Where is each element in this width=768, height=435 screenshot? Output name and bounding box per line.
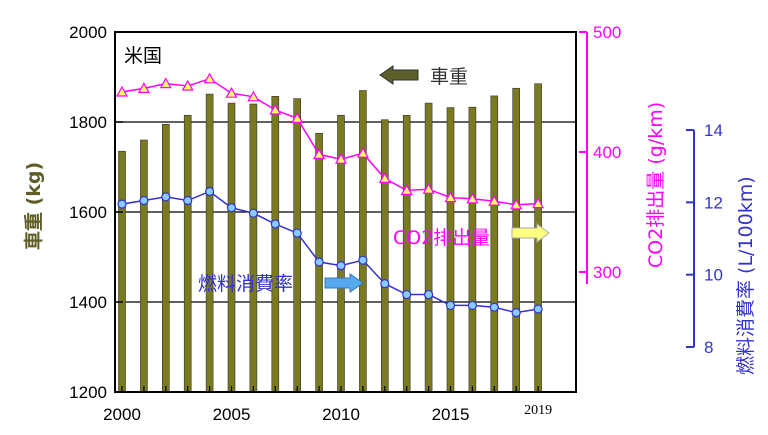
x-axis: 2000 2005 2010 2015 2019: [103, 386, 552, 424]
co2-point: [488, 194, 501, 206]
left-tick-label: 1600: [69, 203, 107, 222]
fuel-point: [183, 195, 193, 206]
fuel-tick-label: 10: [704, 266, 723, 285]
chart-title: 米国: [124, 45, 162, 67]
fuel-tick-label: 12: [704, 193, 723, 212]
co2-series: [115, 72, 545, 210]
co2-point: [291, 112, 304, 124]
weight-bar: [271, 96, 280, 393]
fuel-point: [292, 228, 302, 238]
fuel-tick-label: 8: [704, 338, 713, 357]
fuel-tick-label: 14: [704, 121, 723, 140]
fuel-point: [358, 255, 368, 265]
co2-point: [334, 152, 348, 164]
left-tick-label: 1400: [69, 293, 107, 312]
fuel-point: [226, 203, 237, 213]
co2-axis: 300 400 500: [579, 23, 621, 284]
grid-lines: [115, 121, 576, 303]
co2-annotation: CO2排出量: [393, 223, 550, 249]
co2-tick-label: 300: [593, 263, 621, 282]
co2-annotation-label: CO2排出量: [393, 227, 490, 249]
fuel-point: [445, 300, 456, 311]
co2-point: [466, 192, 479, 204]
x-tick-label: 2015: [432, 405, 470, 424]
weight-annotation-label: 車重: [430, 66, 468, 88]
x-tick-label: 2005: [213, 405, 251, 424]
co2-point: [181, 79, 194, 91]
fuel-point: [205, 186, 215, 197]
co2-axis-title: CO2排出量 (g/km): [645, 102, 667, 268]
fuel-point: [161, 192, 171, 202]
fuel-point: [117, 199, 127, 209]
co2-point: [378, 172, 391, 183]
co2-arrow-icon: [511, 223, 550, 243]
fuel-point: [467, 300, 477, 311]
weight-bar: [402, 114, 411, 393]
weight-bar: [205, 93, 214, 393]
left-axis-title: 車重 (kg): [22, 162, 45, 250]
weight-bar: [140, 139, 148, 393]
x-tick-label: 2019: [524, 403, 552, 418]
fuel-point: [248, 208, 258, 218]
weight-bar: [227, 102, 236, 393]
co2-point: [532, 197, 545, 209]
co2-point: [225, 86, 238, 98]
co2-point: [356, 146, 369, 158]
co2-point: [203, 72, 216, 84]
co2-point: [510, 198, 523, 210]
weight-bar: [380, 119, 389, 393]
weight-bar: [359, 90, 367, 393]
weight-bar: [183, 114, 192, 393]
fuel-point: [270, 219, 280, 229]
fuel-point: [402, 289, 412, 300]
x-tick-label: 2010: [322, 405, 360, 424]
fuel-point: [533, 304, 543, 314]
weight-bar: [490, 95, 499, 393]
co2-point: [115, 85, 129, 97]
co2-point: [313, 148, 326, 159]
weight-bar: [446, 107, 455, 393]
fuel-point: [336, 261, 346, 271]
x-tick-label: 2000: [103, 405, 141, 424]
left-tick-label: 1800: [69, 113, 107, 132]
co2-point: [247, 90, 260, 102]
fuel-point: [424, 289, 434, 300]
weight-annotation: 車重: [379, 65, 468, 88]
fuel-point: [380, 279, 390, 289]
weight-arrow-icon: [379, 65, 419, 85]
co2-line: [121, 77, 539, 206]
co2-point: [137, 82, 150, 94]
fuel-arrow-icon: [324, 273, 364, 293]
fuel-series: [117, 186, 543, 318]
left-tick-label: 2000: [69, 23, 107, 42]
weight-bar: [118, 150, 126, 393]
co2-point: [269, 103, 282, 115]
fuel-annotation-label: 燃料消費率: [198, 273, 293, 295]
left-tick-label: 1200: [69, 383, 107, 402]
co2-point: [422, 182, 435, 194]
co2-tick-label: 500: [593, 23, 621, 42]
fuel-point: [314, 257, 324, 267]
weight-bar: [468, 106, 477, 393]
fuel-point: [139, 195, 149, 206]
fuel-annotation: 燃料消費率: [198, 273, 364, 295]
weight-bar: [162, 123, 170, 393]
weight-bar: [512, 87, 521, 393]
co2-tick-label: 400: [593, 143, 621, 162]
weight-bar: [293, 98, 302, 393]
co2-point: [444, 191, 457, 203]
weight-bar: [249, 103, 258, 393]
fuel-axis: 8 10 12 14: [686, 121, 723, 357]
fuel-point: [489, 302, 499, 312]
co2-point: [159, 77, 172, 89]
co2-point: [400, 184, 413, 195]
fuel-axis-title: 燃料消費率 (L/100km): [735, 176, 757, 375]
fuel-point: [511, 308, 521, 318]
